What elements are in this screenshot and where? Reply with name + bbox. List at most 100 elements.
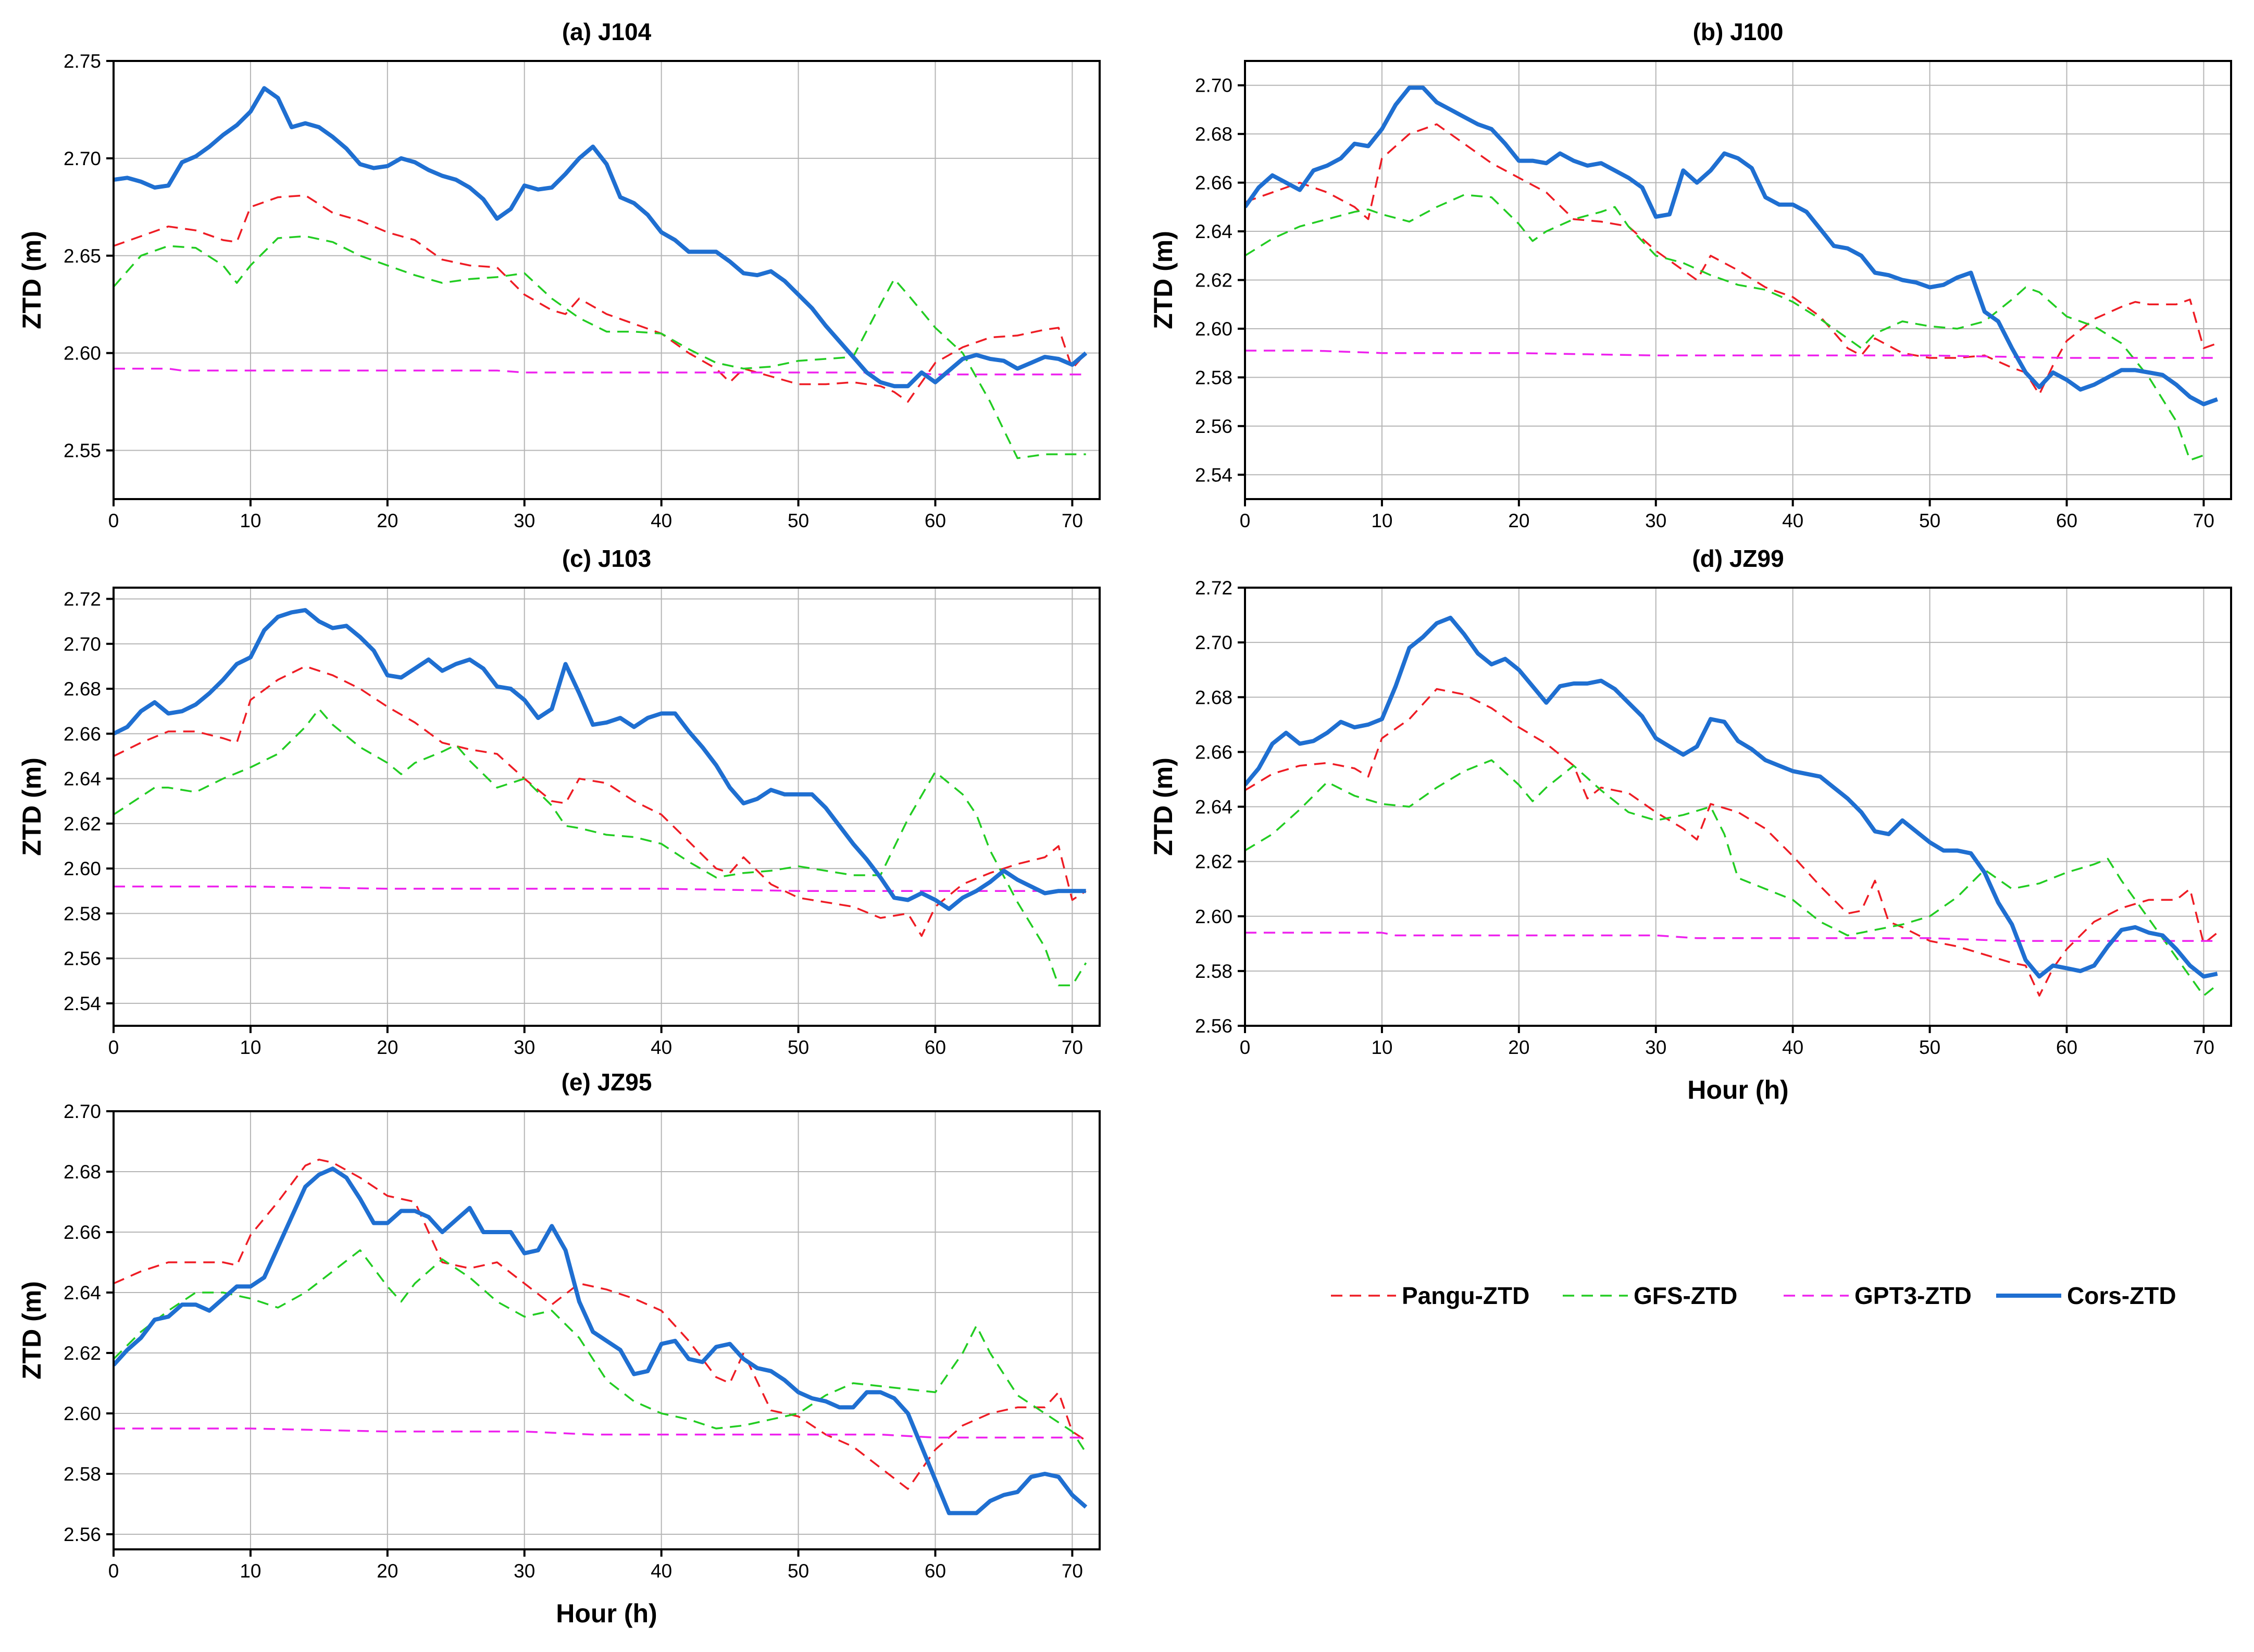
- x-axis-label: Hour (h): [556, 1599, 657, 1628]
- x-tick-label: 70: [1062, 1560, 1083, 1582]
- x-tick-label: 30: [1645, 510, 1666, 531]
- series-line-gpt3-ztd: [114, 367, 1086, 376]
- x-tick-label: 10: [1371, 510, 1392, 531]
- y-tick-label: 2.70: [64, 634, 101, 655]
- panel-title: (a) J104: [562, 18, 652, 45]
- legend-label: Pangu-ZTD: [1402, 1282, 1529, 1309]
- y-axis-label: ZTD (m): [17, 1281, 46, 1380]
- series-group: [114, 86, 1088, 459]
- panel-e: 0 10 20 30 40 50 60 70 2.56 2.58 2.60 2.62 2.64 2.66 2…: [17, 1069, 1101, 1628]
- plot-frame: [113, 60, 1101, 500]
- panel-title: (e) JZ95: [562, 1069, 652, 1096]
- y-tick-label: 2.65: [64, 245, 101, 267]
- y-tick-label: 2.70: [64, 148, 101, 169]
- x-tick-label: 10: [1371, 1037, 1392, 1058]
- panel-b: 0 10 20 30 40 50 60 70 2.54 2.56 2.58 2.60 2.62 2.64 2…: [1149, 18, 2232, 531]
- series-line-gfs-ztd: [1245, 194, 2204, 461]
- y-tick-label: 2.70: [1195, 75, 1232, 96]
- y-axis-label: ZTD (m): [1149, 231, 1178, 329]
- series-group: [114, 1159, 1088, 1516]
- x-tick-label: 20: [377, 510, 398, 531]
- y-tick-label: 2.62: [64, 813, 101, 835]
- series-line-gpt3-ztd: [114, 1427, 1086, 1439]
- legend-label: GFS-ZTD: [1634, 1282, 1737, 1309]
- y-tick-label: 2.72: [64, 589, 101, 610]
- series-line-pangu-ztd: [114, 194, 1087, 403]
- x-tick-label: 70: [1062, 1037, 1083, 1058]
- y-axis-label: ZTD (m): [17, 231, 46, 329]
- x-tick-label: 40: [1782, 510, 1803, 531]
- series-line-gpt3-ztd: [114, 885, 1086, 892]
- x-tick-label: 40: [651, 1037, 672, 1058]
- plot-frame: [113, 1110, 1101, 1550]
- y-tick-label: 2.72: [1195, 577, 1232, 599]
- y-tick-label: 2.55: [64, 440, 101, 462]
- y-tick-label: 2.58: [64, 1463, 101, 1485]
- series-group: [1245, 615, 2218, 997]
- x-tick-label: 20: [377, 1037, 398, 1058]
- y-tick-label: 2.68: [1195, 687, 1232, 708]
- y-tick-label: 2.60: [64, 343, 101, 364]
- x-tick-label: 40: [651, 1560, 672, 1582]
- x-tick-label: 30: [1645, 1037, 1666, 1058]
- x-tick-label: 70: [1062, 510, 1083, 531]
- legend: Pangu-ZTD GFS-ZTD GPT3-ZTD Cors-ZTD: [1331, 1282, 2176, 1309]
- series-line-gpt3-ztd: [1245, 350, 2218, 359]
- x-tick-label: 50: [1919, 1037, 1940, 1058]
- x-tick-label: 20: [1508, 510, 1529, 531]
- y-tick-label: 2.56: [1195, 416, 1232, 437]
- y-tick-label: 2.64: [1195, 797, 1232, 818]
- series-line-cors-ztd: [1245, 615, 2218, 979]
- x-tick-label: 40: [1782, 1037, 1803, 1058]
- legend-item: GPT3-ZTD: [1784, 1282, 1972, 1309]
- x-tick-label: 60: [2056, 1037, 2077, 1058]
- series-line-pangu-ztd: [1245, 123, 2218, 395]
- x-tick-label: 30: [514, 1037, 535, 1058]
- series-line-cors-ztd: [114, 608, 1086, 911]
- x-axis-label: Hour (h): [1687, 1075, 1788, 1104]
- y-tick-label: 2.58: [1195, 367, 1232, 388]
- x-tick-label: 0: [108, 510, 119, 531]
- y-tick-label: 2.75: [64, 51, 101, 72]
- x-tick-label: 40: [651, 510, 672, 531]
- x-tick-label: 60: [925, 1037, 946, 1058]
- y-tick-label: 2.66: [64, 1222, 101, 1243]
- y-tick-label: 2.66: [1195, 741, 1232, 763]
- x-tick-label: 10: [240, 1560, 261, 1582]
- y-tick-label: 2.64: [64, 768, 101, 790]
- x-tick-label: 0: [1240, 1037, 1251, 1058]
- y-tick-label: 2.68: [1195, 123, 1232, 145]
- x-tick-label: 50: [788, 510, 809, 531]
- y-tick-label: 2.60: [64, 1403, 101, 1424]
- x-tick-label: 10: [240, 510, 261, 531]
- panel-c: 0 10 20 30 40 50 60 70 2.54 2.56 2.58 2.60 2.62 2.64 2…: [17, 545, 1101, 1058]
- y-tick-label: 2.66: [64, 723, 101, 744]
- x-tick-label: 0: [108, 1037, 119, 1058]
- legend-item: Pangu-ZTD: [1331, 1282, 1529, 1309]
- series-line-gfs-ztd: [114, 1249, 1087, 1454]
- y-tick-label: 2.70: [1195, 632, 1232, 653]
- y-tick-label: 2.58: [1195, 961, 1232, 982]
- y-axis-label: ZTD (m): [17, 757, 46, 856]
- y-tick-label: 2.62: [1195, 851, 1232, 873]
- y-tick-label: 2.68: [64, 1161, 101, 1183]
- y-tick-label: 2.54: [1195, 464, 1232, 486]
- series-group: [114, 608, 1087, 987]
- x-tick-label: 60: [2056, 510, 2077, 531]
- y-tick-label: 2.58: [64, 903, 101, 924]
- y-tick-label: 2.62: [64, 1343, 101, 1364]
- x-tick-label: 70: [2193, 510, 2214, 531]
- series-line-cors-ztd: [114, 86, 1088, 389]
- x-tick-label: 0: [108, 1560, 119, 1582]
- x-tick-label: 20: [1508, 1037, 1529, 1058]
- x-tick-label: 60: [925, 1560, 946, 1582]
- series-line-gfs-ztd: [1245, 759, 2218, 997]
- x-tick-label: 50: [788, 1560, 809, 1582]
- legend-label: GPT3-ZTD: [1854, 1282, 1972, 1309]
- legend-label: Cors-ZTD: [2067, 1282, 2176, 1309]
- y-tick-label: 2.64: [1195, 221, 1232, 242]
- panel-d: 0 10 20 30 40 50 60 70 2.56 2.58 2.60 2.62 2.64 2.66 2…: [1149, 545, 2232, 1104]
- series-line-cors-ztd: [114, 1166, 1088, 1516]
- x-tick-label: 0: [1240, 510, 1251, 531]
- x-tick-label: 60: [925, 510, 946, 531]
